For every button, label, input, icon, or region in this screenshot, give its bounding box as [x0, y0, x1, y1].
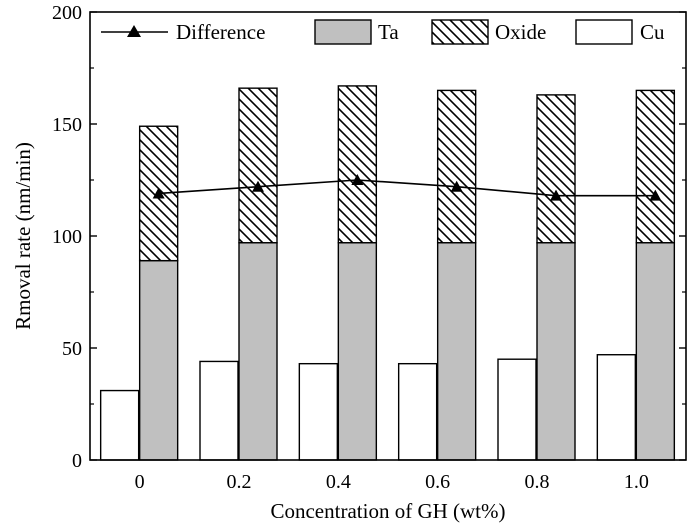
bar-ta	[536, 242, 576, 461]
y-tick-label: 100	[52, 226, 82, 248]
difference-marker	[351, 174, 364, 185]
bar-oxide	[635, 89, 676, 244]
y-tick-label: 200	[52, 2, 82, 24]
axes-layer: 0 50 100 150 200 0 0.2 0.4 0.6 0.8 1.0	[52, 2, 687, 493]
difference-line	[158, 179, 656, 197]
difference-marker	[550, 189, 562, 201]
difference-marker	[649, 189, 662, 201]
bar-cu	[99, 389, 140, 461]
y-tick-label: 150	[52, 114, 82, 136]
legend-label-cu: Cu	[640, 20, 665, 44]
plot-frame	[89, 11, 687, 461]
bar-cu	[298, 362, 339, 461]
bar-ta	[436, 242, 477, 461]
legend-difference-marker	[127, 25, 141, 37]
y-tick-label: 0	[72, 450, 82, 472]
difference-marker	[450, 180, 463, 192]
legend-swatch-cu	[575, 19, 633, 45]
x-tick-label: 0.4	[326, 471, 351, 493]
bar-oxide	[337, 85, 378, 244]
difference-marker	[152, 187, 165, 199]
difference-marker	[252, 180, 264, 192]
x-tick-label: 0.8	[525, 471, 550, 493]
y-tick-label: 50	[62, 338, 82, 360]
legend: Difference Ta Oxide Cu	[101, 19, 665, 45]
bar-cu	[596, 354, 637, 461]
bar-ta	[238, 242, 278, 461]
bars-layer	[99, 85, 676, 461]
legend-swatch-oxide	[431, 19, 489, 45]
x-tick-label: 0	[135, 471, 145, 493]
bar-ta	[337, 242, 378, 461]
x-tick-label: 0.2	[227, 471, 252, 493]
bar-oxide	[536, 94, 576, 244]
bar-oxide	[238, 87, 278, 244]
legend-swatch-ta	[314, 19, 372, 45]
legend-label-difference: Difference	[176, 20, 265, 44]
y-axis-title: Rmoval rate (nm/min)	[11, 142, 35, 330]
legend-label-oxide: Oxide	[495, 20, 546, 44]
bar-oxide	[436, 89, 477, 244]
x-tick-label: 0.6	[425, 471, 450, 493]
bar-ta	[138, 259, 179, 461]
x-axis-title: Concentration of GH (wt%)	[270, 499, 505, 523]
bar-cu	[497, 358, 537, 461]
bar-ta	[635, 242, 676, 461]
difference-line-layer	[152, 174, 662, 201]
bar-cu	[397, 362, 438, 461]
bar-cu	[199, 360, 239, 461]
legend-label-ta: Ta	[378, 20, 399, 44]
x-tick-label: 1.0	[624, 471, 649, 493]
